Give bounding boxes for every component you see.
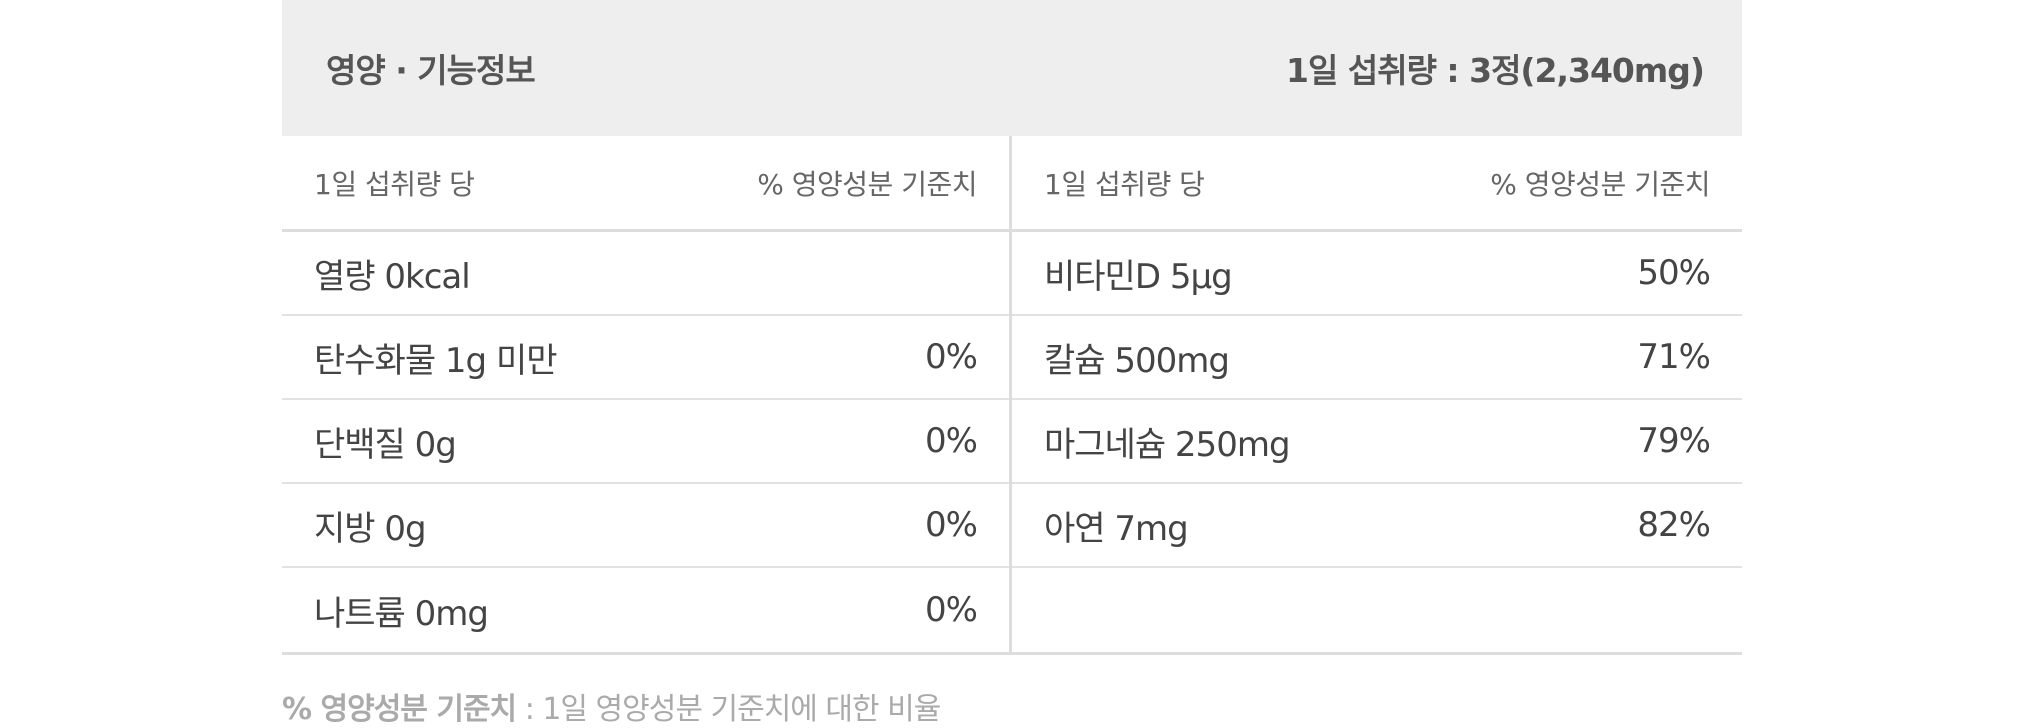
per-serving-label: 1일 섭취량 당 — [1044, 167, 1205, 201]
nutrient-row: 열량 0kcal — [282, 232, 1009, 316]
nutrient-percent: 71% — [1637, 337, 1711, 377]
nutrient-row: 칼슘 500mg 71% — [1012, 316, 1742, 400]
nutrient-name: 비타민D 5μg — [1044, 256, 1233, 297]
footnote-term: % 영양성분 기준치 — [282, 692, 517, 727]
nutrient-row: 마그네슘 250mg 79% — [1012, 400, 1742, 484]
nutrition-column-right: 1일 섭취량 당 % 영양성분 기준치 비타민D 5μg 50% 칼슘 500m… — [1012, 136, 1742, 652]
nutrient-row: 아연 7mg 82% — [1012, 484, 1742, 568]
nutrient-row: 단백질 0g 0% — [282, 400, 1009, 484]
nutrient-row: 탄수화물 1g 미만 0% — [282, 316, 1009, 400]
nutrient-percent: 0% — [925, 505, 978, 545]
nutrient-name: 칼슘 500mg — [1044, 340, 1230, 381]
nutrient-name: 마그네슘 250mg — [1044, 424, 1291, 465]
column-subheader: 1일 섭취량 당 % 영양성분 기준치 — [1012, 136, 1742, 232]
nutrient-name: 단백질 0g — [314, 424, 457, 465]
nutrient-row-empty — [1012, 568, 1742, 652]
nutrient-name: 열량 0kcal — [314, 256, 471, 297]
nutrition-title: 영양 · 기능정보 — [326, 51, 536, 90]
nutrition-header: 영양 · 기능정보 1일 섭취량 : 3정(2,340mg) — [282, 0, 1742, 136]
daily-value-footnote: % 영양성분 기준치 : 1일 영양성분 기준치에 대한 비율 — [282, 684, 942, 728]
nutrient-percent: 79% — [1637, 421, 1711, 461]
per-serving-label: 1일 섭취량 당 — [314, 167, 475, 201]
nutrient-row: 나트륨 0mg 0% — [282, 568, 1009, 652]
nutrition-table: 1일 섭취량 당 % 영양성분 기준치 열량 0kcal 탄수화물 1g 미만 … — [282, 136, 1742, 655]
nutrient-row: 지방 0g 0% — [282, 484, 1009, 568]
column-subheader: 1일 섭취량 당 % 영양성분 기준치 — [282, 136, 1009, 232]
nutrient-row: 비타민D 5μg 50% — [1012, 232, 1742, 316]
nutrient-percent: 0% — [925, 337, 978, 377]
nutrient-name: 지방 0g — [314, 508, 427, 549]
nutrient-name: 나트륨 0mg — [314, 593, 489, 634]
nutrient-percent: 82% — [1637, 505, 1711, 545]
nutrient-name: 아연 7mg — [1044, 508, 1189, 549]
daily-serving-size: 1일 섭취량 : 3정(2,340mg) — [1286, 51, 1705, 90]
footnote-definition: : 1일 영양성분 기준치에 대한 비율 — [516, 692, 942, 727]
nutrition-column-left: 1일 섭취량 당 % 영양성분 기준치 열량 0kcal 탄수화물 1g 미만 … — [282, 136, 1012, 652]
nutrition-info-panel: 영양 · 기능정보 1일 섭취량 : 3정(2,340mg) 1일 섭취량 당 … — [282, 0, 1742, 655]
daily-value-label: % 영양성분 기준치 — [1490, 167, 1710, 201]
nutrient-percent: 50% — [1637, 253, 1711, 293]
nutrient-percent: 0% — [925, 590, 978, 630]
daily-value-label: % 영양성분 기준치 — [757, 167, 977, 201]
nutrient-name: 탄수화물 1g 미만 — [314, 340, 558, 381]
nutrient-percent: 0% — [925, 421, 978, 461]
